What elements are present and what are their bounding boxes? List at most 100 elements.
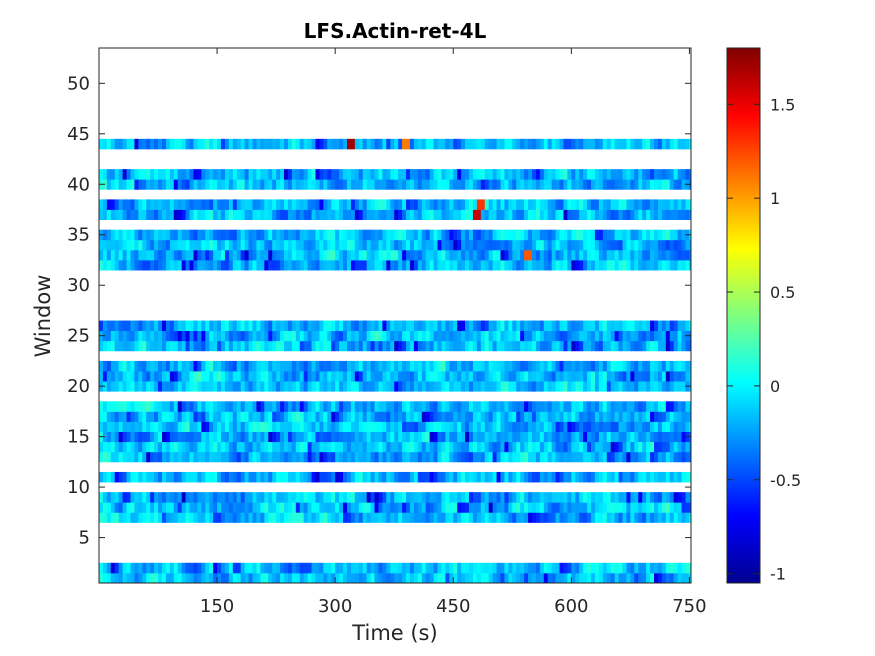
- heatmap-cell: [469, 421, 474, 432]
- heatmap-cell: [189, 421, 194, 432]
- heatmap-cell: [221, 512, 226, 523]
- heatmap-cell: [339, 562, 344, 574]
- heatmap-cell: [583, 441, 588, 453]
- heatmap-cell: [472, 330, 478, 342]
- heatmap-cell: [339, 441, 344, 453]
- heatmap-cell: [291, 138, 297, 150]
- heatmap-cell: [374, 421, 379, 432]
- heatmap-cell: [118, 138, 124, 150]
- heatmap-cell: [480, 451, 486, 463]
- heatmap-cell: [138, 169, 143, 180]
- heatmap-cell: [264, 381, 269, 392]
- heatmap-cell: [201, 179, 206, 190]
- heatmap-cell: [512, 492, 517, 503]
- heatmap-cell: [382, 179, 387, 190]
- heatmap-cell: [642, 320, 647, 332]
- heatmap-cell: [610, 138, 616, 150]
- heatmap-cell: [335, 239, 340, 251]
- heatmap-cell: [193, 562, 198, 574]
- heatmap-cell: [500, 562, 505, 574]
- heatmap-cell: [343, 259, 348, 271]
- heatmap-cell: [394, 330, 399, 342]
- heatmap-cell: [520, 209, 525, 220]
- heatmap-cell: [339, 512, 344, 523]
- heatmap-cell: [575, 401, 580, 412]
- heatmap-cell: [657, 259, 663, 271]
- heatmap-cell: [161, 340, 167, 352]
- heatmap-cell: [524, 512, 529, 523]
- heatmap-cell: [154, 360, 159, 372]
- heatmap-cell: [287, 249, 293, 261]
- heatmap-cell: [681, 360, 686, 372]
- heatmap-cell: [429, 411, 434, 422]
- heatmap-cell: [665, 360, 671, 372]
- heatmap-cell: [260, 411, 265, 422]
- heatmap-cell: [299, 421, 305, 432]
- heatmap-cell: [165, 138, 171, 150]
- heatmap-cell: [130, 330, 135, 342]
- heatmap-cell: [268, 371, 273, 382]
- heatmap-cell: [315, 360, 320, 372]
- heatmap-cell: [358, 340, 364, 352]
- heatmap-cell: [244, 471, 249, 483]
- heatmap-cell: [138, 421, 143, 432]
- heatmap-cell: [543, 330, 549, 342]
- heatmap-cell: [681, 340, 686, 352]
- heatmap-cell: [591, 421, 596, 432]
- heatmap-cell: [165, 492, 171, 503]
- heatmap-cell: [232, 401, 238, 412]
- heatmap-cell: [520, 340, 525, 352]
- heatmap-cell: [465, 330, 470, 342]
- heatmap-cell: [421, 169, 427, 180]
- heatmap-cell: [362, 411, 368, 422]
- heatmap-cell: [173, 360, 179, 372]
- heatmap-cell: [594, 502, 600, 513]
- heatmap-cell: [114, 502, 120, 513]
- heatmap-cell: [406, 431, 411, 443]
- heatmap-cell: [201, 360, 206, 372]
- heatmap-cell: [378, 229, 383, 241]
- heatmap-cell: [622, 239, 627, 251]
- heatmap-cell: [224, 169, 230, 180]
- heatmap-cell: [646, 371, 651, 382]
- heatmap-cell: [449, 381, 454, 392]
- heatmap-cell: [126, 431, 131, 443]
- heatmap-cell: [284, 249, 289, 261]
- heatmap-cell: [512, 371, 517, 382]
- heatmap-cell: [228, 562, 234, 574]
- heatmap-cell: [307, 512, 312, 523]
- heatmap-cell: [358, 360, 364, 372]
- heatmap-cell: [185, 451, 190, 463]
- heatmap-cell: [406, 492, 411, 503]
- heatmap-cell: [461, 441, 466, 453]
- heatmap-cell: [610, 340, 616, 352]
- heatmap-cell: [610, 492, 616, 503]
- heatmap-cell: [406, 371, 411, 382]
- heatmap-cell: [303, 340, 309, 352]
- heatmap-cell: [665, 572, 671, 583]
- heatmap-cell: [492, 421, 497, 432]
- heatmap-cell: [331, 320, 336, 332]
- heatmap-cell: [673, 249, 679, 261]
- heatmap-cell: [535, 229, 541, 241]
- heatmap-cell: [110, 401, 116, 412]
- heatmap-cell: [354, 179, 360, 190]
- heatmap-cell: [665, 320, 671, 332]
- heatmap-cell: [339, 249, 344, 261]
- heatmap-cell: [457, 401, 462, 412]
- heatmap-cell: [437, 249, 442, 261]
- heatmap-cell: [594, 209, 600, 220]
- heatmap-cell: [150, 421, 155, 432]
- heatmap-cell: [634, 249, 639, 261]
- heatmap-cell: [488, 249, 494, 261]
- heatmap-cell: [158, 512, 163, 523]
- heatmap-cell: [228, 259, 234, 271]
- heatmap-cell: [610, 512, 616, 523]
- heatmap-cell: [181, 229, 186, 241]
- heatmap-cell: [185, 572, 190, 583]
- heatmap-cell: [287, 401, 293, 412]
- heatmap-cell: [559, 411, 564, 422]
- heatmap-cell: [626, 562, 631, 574]
- heatmap-cell: [425, 330, 431, 342]
- heatmap-cell: [500, 401, 505, 412]
